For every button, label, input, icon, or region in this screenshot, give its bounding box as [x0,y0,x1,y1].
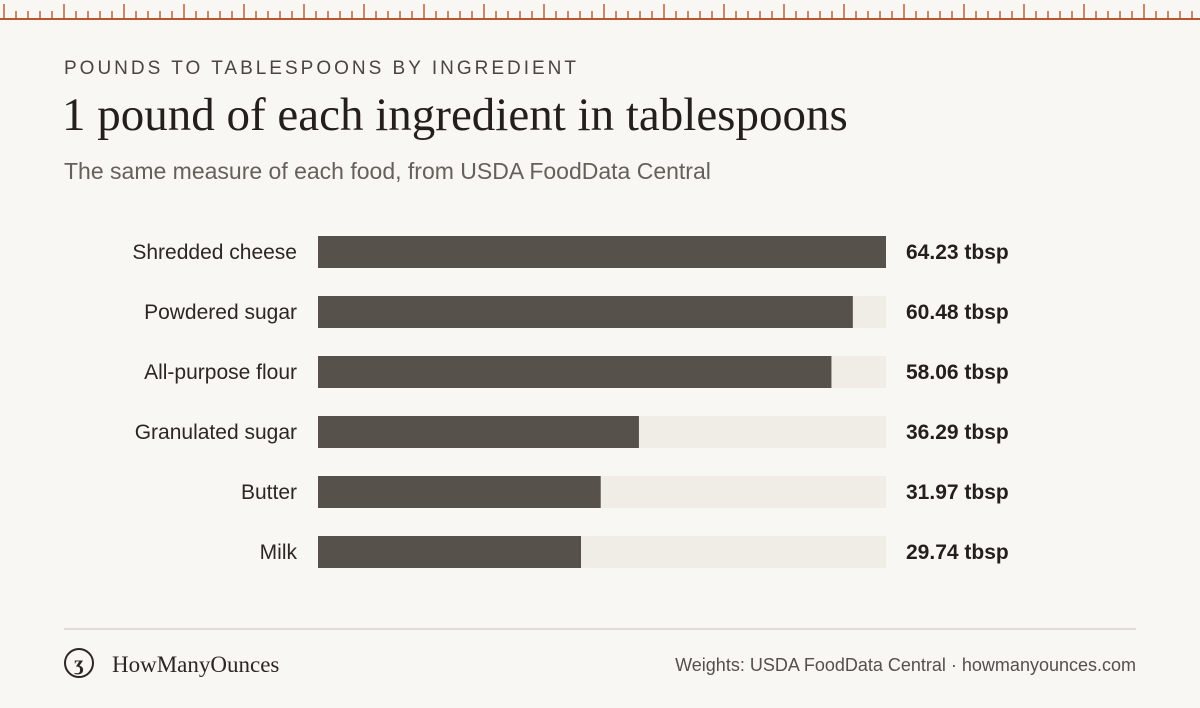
value-label: 58.06 tbsp [906,361,1009,384]
brand-name: HowManyOunces [112,652,280,677]
bar [318,296,853,328]
value-label: 36.29 tbsp [906,421,1009,444]
chart-title: 1 pound of each ingredient in tablespoon… [62,89,848,141]
bar [318,536,581,568]
category-label: Milk [260,541,298,564]
bar [318,476,601,508]
chart-eyebrow: POUNDS TO TABLESPOONS BY INGREDIENT [64,58,580,79]
value-label: 64.23 tbsp [906,241,1009,264]
bar [318,236,886,268]
source-credit: Weights: USDA FoodData Central · howmany… [675,655,1136,675]
bar [318,356,832,388]
value-label: 60.48 tbsp [906,301,1009,324]
bar [318,416,639,448]
category-label: Granulated sugar [135,421,297,444]
category-label: Butter [241,481,297,504]
category-label: Powdered sugar [144,301,297,324]
category-label: All-purpose flour [144,361,297,384]
ruler-decoration [0,4,1200,20]
value-label: 31.97 tbsp [906,481,1009,504]
footer-divider [64,628,1136,630]
chart-subtitle: The same measure of each food, from USDA… [64,158,711,184]
value-label: 29.74 tbsp [906,541,1009,564]
category-label: Shredded cheese [132,241,297,264]
bar-chart: Shredded cheese 64.23 tbsp Powdered sugar 6… [132,236,1009,568]
ounce-symbol-icon: ʒ [64,648,94,678]
